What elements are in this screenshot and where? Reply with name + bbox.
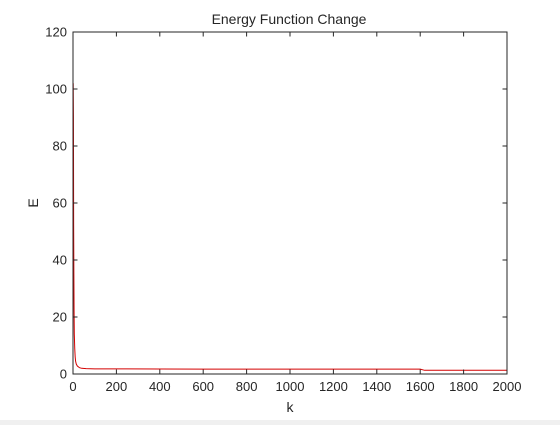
plot-area xyxy=(73,32,507,374)
x-tick-label: 1800 xyxy=(449,379,478,394)
y-tick-label: 40 xyxy=(53,253,67,268)
x-tick-label: 1400 xyxy=(362,379,391,394)
x-tick-label: 800 xyxy=(236,379,258,394)
y-axis-label: E xyxy=(25,198,41,207)
x-tick-label: 1200 xyxy=(319,379,348,394)
x-tick-label: 2000 xyxy=(493,379,522,394)
axes-layer: 0 200 400 600 800 1000 1200 1400 1600 1800 2000 0 20… xyxy=(45,25,521,395)
y-tick-label: 80 xyxy=(53,139,67,154)
series-layer xyxy=(72,83,507,371)
x-tick-label: 1600 xyxy=(406,379,435,394)
series-line-0 xyxy=(72,83,507,371)
y-tick-label: 100 xyxy=(45,82,67,97)
x-tick-label: 400 xyxy=(149,379,171,394)
y-tick-label: 20 xyxy=(53,310,67,325)
y-tick-label: 120 xyxy=(45,25,67,40)
x-tick-label: 0 xyxy=(69,379,76,394)
x-tick-label: 600 xyxy=(192,379,214,394)
chart-title: Energy Function Change xyxy=(212,11,367,27)
y-tick-label: 60 xyxy=(53,196,67,211)
x-tick-label: 1000 xyxy=(276,379,305,394)
y-tick-label: 0 xyxy=(60,367,67,382)
x-tick-label: 200 xyxy=(106,379,128,394)
x-axis-label: k xyxy=(287,399,295,415)
